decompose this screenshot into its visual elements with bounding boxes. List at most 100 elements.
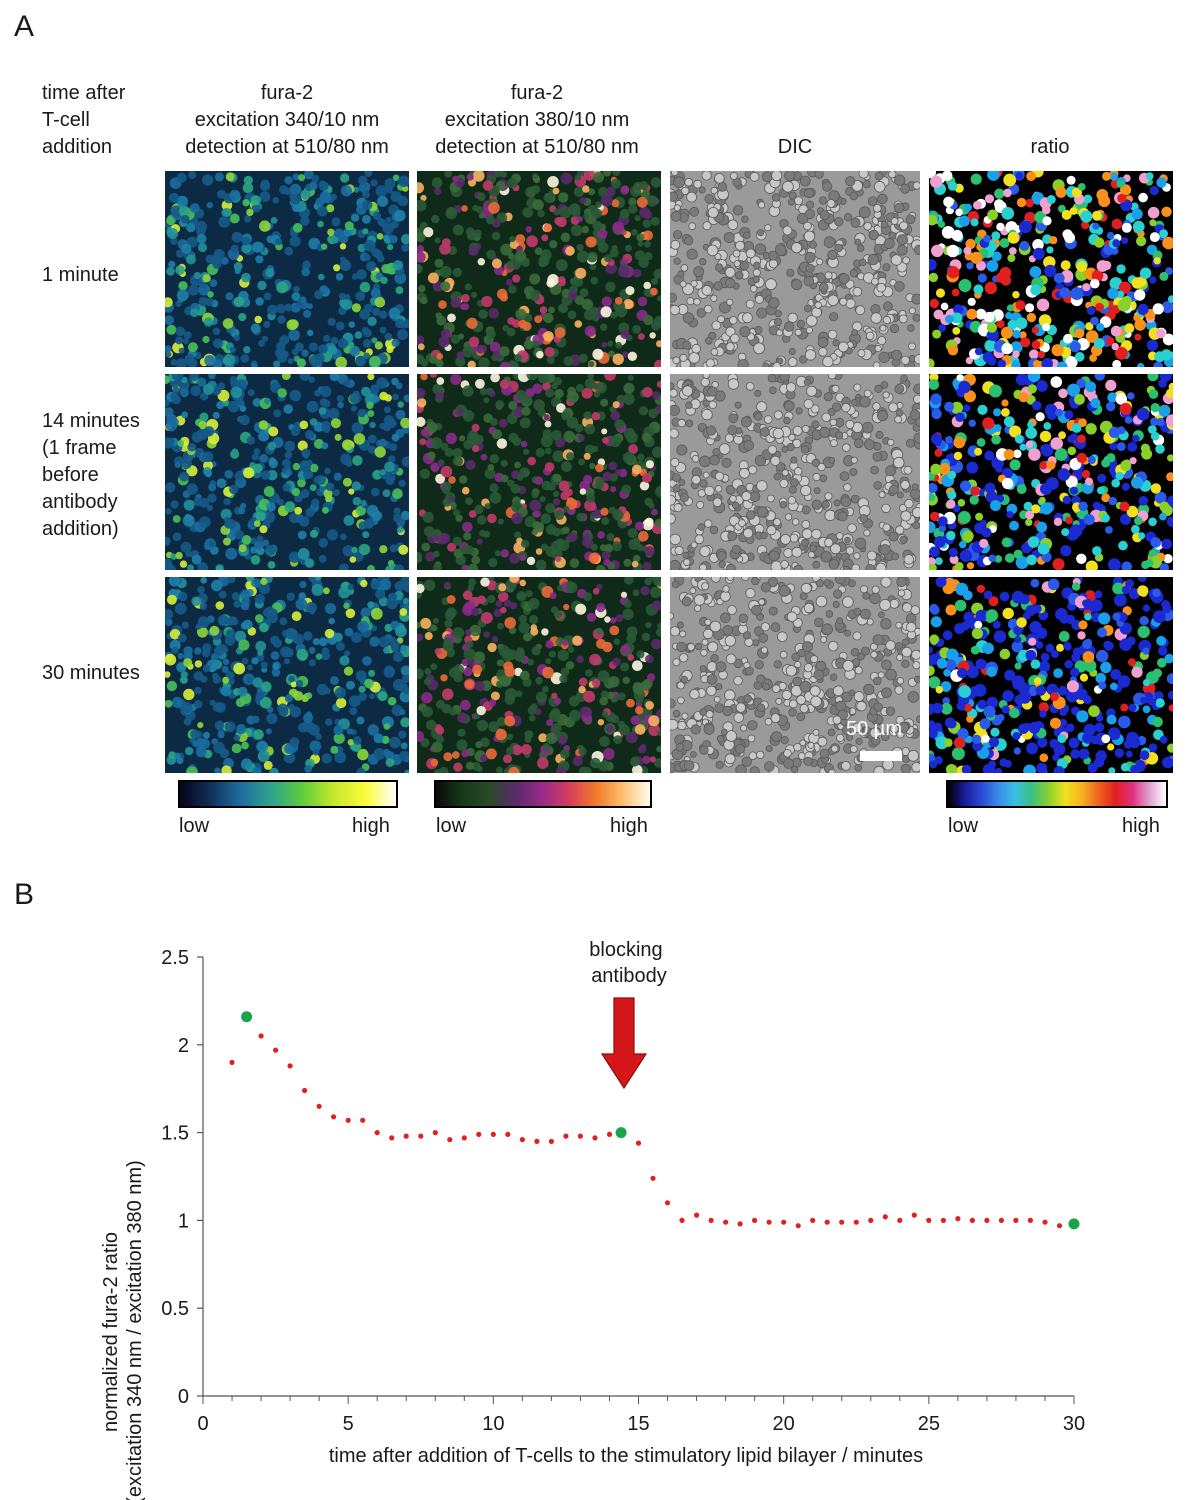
data-point (461, 1135, 467, 1141)
column-header-line: DIC (777, 136, 813, 158)
annotation-line-1: blocking (589, 939, 662, 961)
x-tick-label: 0 (197, 1413, 208, 1435)
row-label-line: 1 minute (42, 264, 119, 286)
data-point (998, 1217, 1005, 1223)
micrograph-dic-14min (670, 374, 920, 570)
data-point (853, 1219, 859, 1225)
data-point (229, 1059, 235, 1065)
data-point (650, 1175, 656, 1181)
chart-marks (229, 1011, 1080, 1230)
data-point (868, 1217, 874, 1223)
row-header-line: T-cell (42, 109, 90, 131)
micrograph-340-30min (165, 577, 409, 773)
data-point (635, 1140, 642, 1146)
column-header-ratio: ratio (928, 134, 1172, 161)
x-tick-label: 10 (482, 1413, 504, 1435)
data-point (882, 1214, 888, 1220)
y-tick-label: 1 (178, 1210, 189, 1232)
x-tick-label: 20 (773, 1413, 795, 1435)
data-point (592, 1135, 598, 1141)
micrograph-ratio-1min (929, 171, 1173, 367)
column-header-line: excitation 340/10 nm (194, 109, 380, 131)
row-header: time after T-cell addition (42, 80, 125, 161)
panel-b-letter: B (14, 878, 35, 911)
data-point (795, 1223, 801, 1229)
data-point (505, 1131, 511, 1137)
micrograph-dic-30min (670, 577, 920, 773)
data-point (287, 1063, 293, 1069)
data-point (1027, 1217, 1033, 1223)
annotation-line-2: antibody (591, 965, 667, 987)
data-point (810, 1217, 816, 1223)
data-point (534, 1138, 540, 1144)
data-point (389, 1135, 395, 1141)
data-point (1042, 1219, 1048, 1225)
data-point (331, 1114, 337, 1120)
colorbar-340 (178, 780, 398, 808)
colorbar-380 (434, 780, 652, 808)
data-point (403, 1133, 409, 1139)
data-point (955, 1216, 961, 1222)
data-point (723, 1219, 729, 1225)
row-label-line: 14 minutes (42, 410, 140, 432)
column-header-340: fura-2 excitation 340/10 nm detection at… (160, 80, 414, 161)
colorbar-380-low: low (436, 815, 467, 837)
highlight-point (241, 1011, 253, 1023)
colorbar-340-low: low (179, 815, 210, 837)
row-header-line: addition (42, 136, 113, 158)
x-tick-label: 30 (1063, 1413, 1085, 1435)
data-point (1056, 1223, 1063, 1229)
column-header-line: excitation 380/10 nm (444, 109, 630, 131)
data-point (694, 1212, 700, 1218)
data-point (984, 1217, 990, 1223)
panel-a-letter: A (14, 10, 35, 43)
scale-bar-label: 50 µm (846, 718, 902, 740)
data-point (447, 1137, 453, 1143)
row-label-line: (1 frame (42, 437, 117, 459)
data-point (940, 1217, 947, 1223)
data-point (606, 1131, 613, 1137)
data-point (752, 1217, 758, 1223)
column-header-line: detection at 510/80 nm (185, 136, 389, 158)
highlight-point (1068, 1218, 1080, 1230)
column-header-dic: DIC (670, 134, 920, 161)
chart-axes: 0 0.5 1 1.5 2 2.5 0 5 10 15 20 25 30 (161, 947, 1085, 1435)
data-point (766, 1219, 772, 1225)
data-point (969, 1217, 976, 1223)
row-label-line: addition) (42, 518, 119, 540)
column-header-380: fura-2 excitation 380/10 nm detection at… (410, 80, 664, 161)
highlight-point (615, 1127, 627, 1139)
micrograph-dic-1min (670, 171, 920, 367)
data-point (273, 1047, 279, 1053)
data-point (548, 1138, 555, 1144)
data-point (926, 1217, 932, 1223)
data-point (708, 1217, 714, 1223)
data-point (316, 1103, 322, 1109)
micrograph-ratio-30min (929, 577, 1173, 773)
scale-bar (860, 751, 902, 761)
row-label-30-minutes: 30 minutes (42, 660, 140, 687)
data-point (258, 1033, 264, 1039)
micrograph-380-1min (417, 171, 661, 367)
micrograph-380-14min (417, 374, 661, 570)
data-point (302, 1087, 308, 1094)
micrograph-340-1min (165, 171, 409, 367)
data-point (839, 1219, 845, 1225)
chart-annotation (600, 997, 648, 1090)
y-tick-label: 1.5 (161, 1123, 189, 1145)
data-point (374, 1130, 380, 1136)
row-label-line: antibody (42, 491, 118, 513)
x-tick-label: 25 (918, 1413, 940, 1435)
column-header-line: ratio (1030, 136, 1070, 158)
x-axis-label: time after addition of T-cells to the st… (329, 1445, 923, 1467)
colorbar-ratio (946, 780, 1168, 808)
data-point (897, 1217, 903, 1223)
data-point (781, 1219, 787, 1225)
column-header-line: fura-2 (510, 82, 564, 104)
micrograph-ratio-14min (929, 374, 1173, 570)
data-point (519, 1137, 526, 1143)
micrograph-340-14min (165, 374, 409, 570)
colorbar-340-high: high (352, 815, 390, 837)
data-point (577, 1133, 584, 1139)
row-label-1-minute: 1 minute (42, 262, 119, 289)
